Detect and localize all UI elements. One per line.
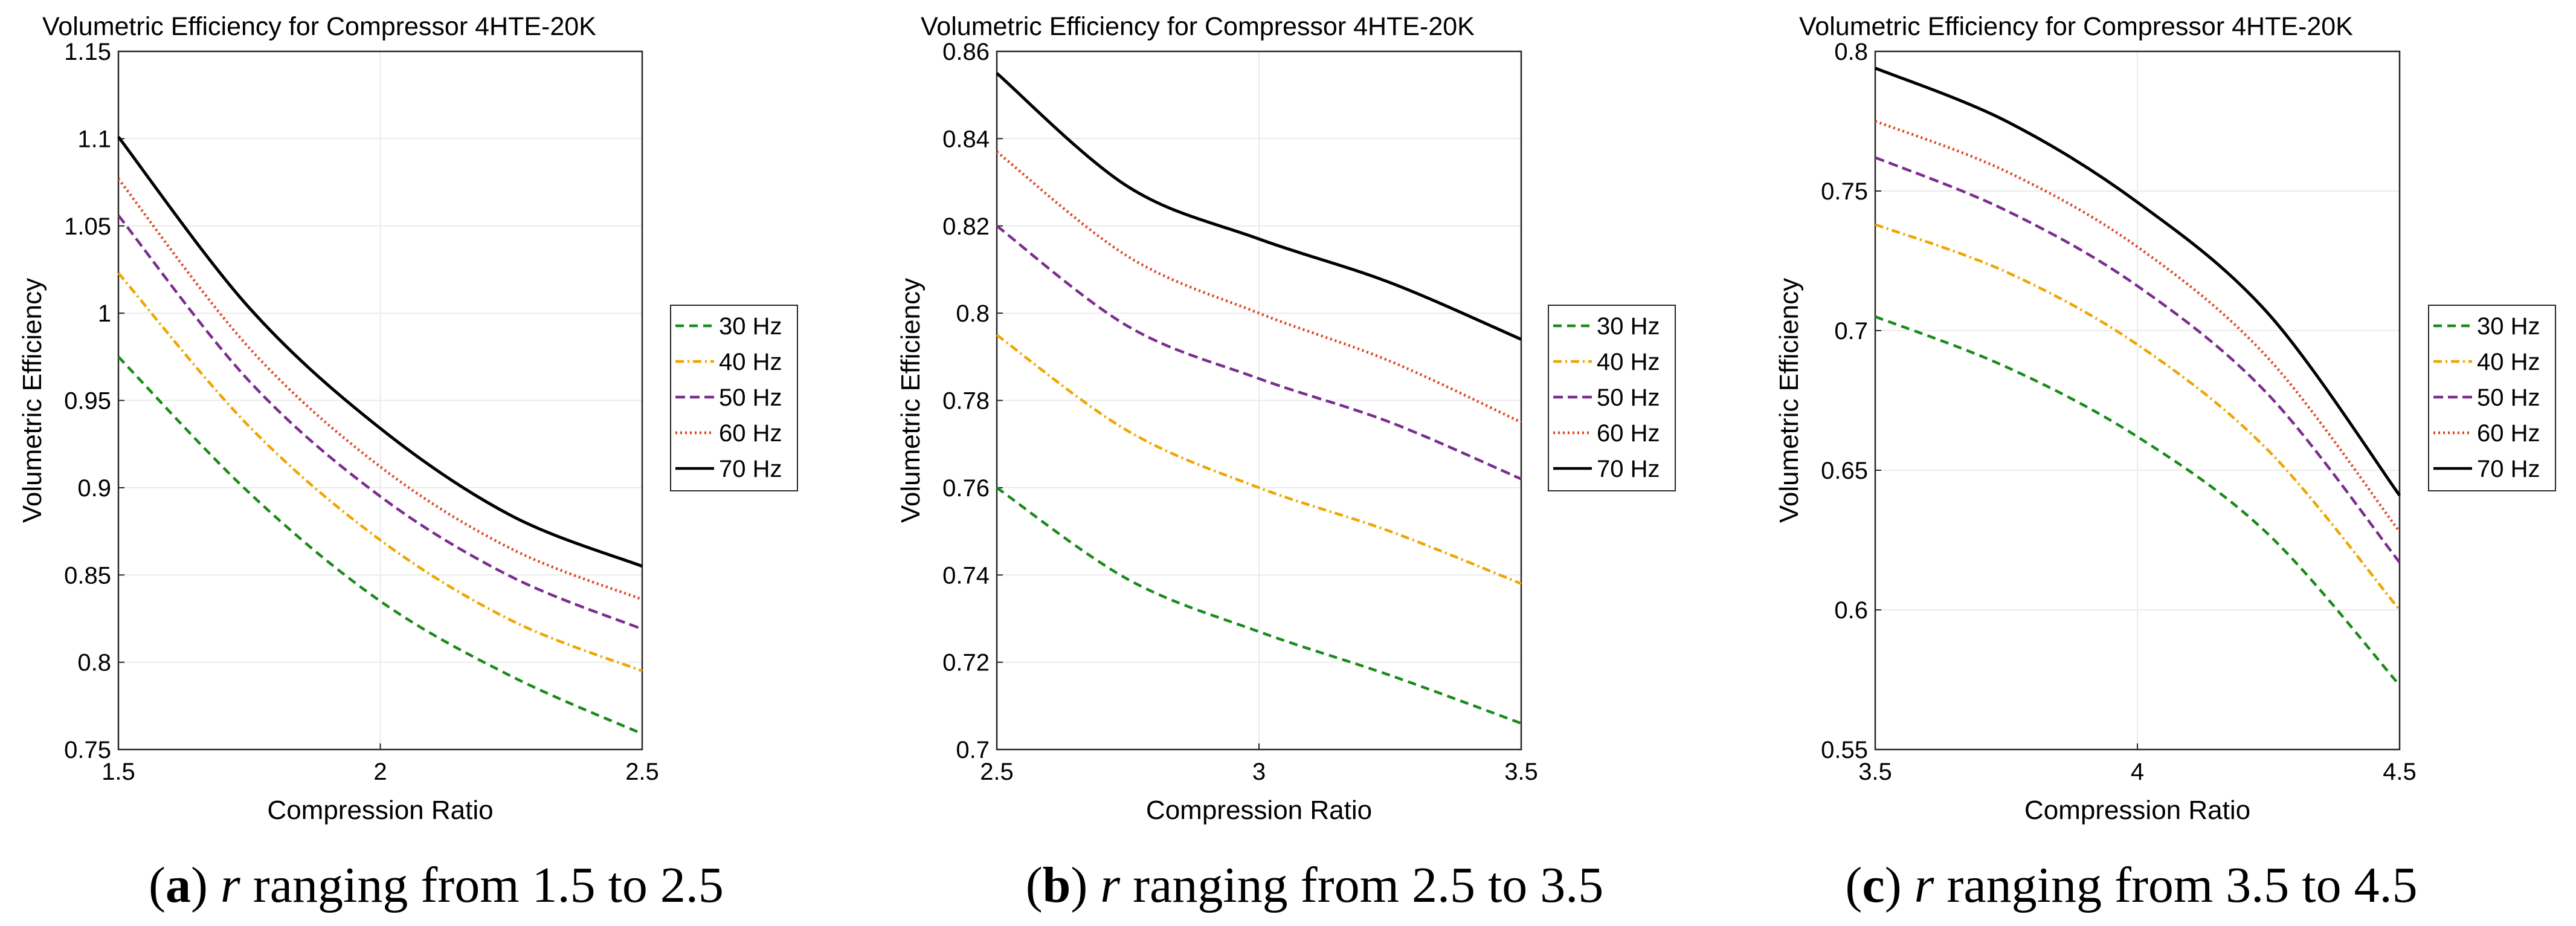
series-line-70-hz <box>996 72 1522 341</box>
y-tick-label: 0.8 <box>956 300 990 327</box>
legend: 30 Hz 40 Hz 50 Hz 60 Hz 70 Hz <box>2428 305 2556 491</box>
y-tick-label: 0.9 <box>77 475 111 502</box>
y-tick-label: 0.72 <box>942 650 990 676</box>
series-line-30-hz <box>117 355 643 736</box>
x-axis-label: Compression Ratio <box>2024 795 2250 825</box>
series-line-50-hz <box>117 215 643 630</box>
y-tick-label: 1 <box>98 300 111 327</box>
series-line-50-hz <box>1875 156 2401 563</box>
legend-label: 40 Hz <box>719 349 782 375</box>
y-tick-label: 0.82 <box>942 213 990 240</box>
x-tick-label: 3.5 <box>1504 759 1538 785</box>
series-line-40-hz <box>1875 223 2401 611</box>
series-line-60-hz <box>117 178 643 601</box>
y-tick-label: 0.78 <box>942 388 990 415</box>
legend-label: 30 Hz <box>719 313 782 340</box>
legend-label: 60 Hz <box>719 420 782 447</box>
chart-panel-2: 2.5 3 3.5 0.7 0.72 0.74 0.76 0.78 0.8 0.82 0.84 0.8… <box>896 12 1676 825</box>
y-tick-label: 0.8 <box>1834 39 1868 65</box>
legend: 30 Hz 40 Hz 50 Hz 60 Hz 70 Hz <box>670 305 798 491</box>
legend-label: 40 Hz <box>1597 349 1660 375</box>
x-tick-label: 3 <box>1252 759 1266 785</box>
legend-label: 60 Hz <box>1597 420 1660 447</box>
legend-label: 40 Hz <box>2477 349 2540 375</box>
y-tick-label: 0.95 <box>64 388 111 415</box>
chart-title: Volumetric Efficiency for Compressor 4HT… <box>1799 12 2353 41</box>
legend-label: 30 Hz <box>2477 313 2540 340</box>
y-tick-label: 0.8 <box>77 650 111 676</box>
y-tick-label: 0.6 <box>1834 597 1868 624</box>
x-tick-label: 2 <box>373 759 387 785</box>
chart-title: Volumetric Efficiency for Compressor 4HT… <box>42 12 596 41</box>
x-tick-label: 1.5 <box>101 759 135 785</box>
x-tick-label: 4 <box>2131 759 2144 785</box>
y-tick-label: 1.15 <box>64 39 111 65</box>
series-line-40-hz <box>996 334 1522 585</box>
y-tick-label: 0.75 <box>1821 178 1868 205</box>
legend-label: 70 Hz <box>1597 456 1660 482</box>
y-tick-label: 1.05 <box>64 213 111 240</box>
legend: 30 Hz 40 Hz 50 Hz 60 Hz 70 Hz <box>1548 305 1676 491</box>
series-line-30-hz <box>996 487 1522 725</box>
legend-label: 60 Hz <box>2477 420 2540 447</box>
y-tick-label: 1.1 <box>77 126 111 152</box>
y-tick-label: 0.55 <box>1821 737 1868 763</box>
y-tick-label: 0.76 <box>942 475 990 502</box>
legend-label: 50 Hz <box>1597 384 1660 411</box>
y-axis-label: Volumetric Efficiency <box>18 278 47 523</box>
chart-panels: 1.5 2 2.50.750.80.850.90.9511.051.11.15Vol… <box>18 12 2556 825</box>
series-line-70-hz <box>1875 66 2401 497</box>
series-line-60-hz <box>996 151 1522 424</box>
legend-label: 50 Hz <box>2477 384 2540 411</box>
x-tick-label: 2.5 <box>980 759 1014 785</box>
y-tick-label: 0.75 <box>64 737 111 763</box>
series-line-60-hz <box>1875 120 2401 533</box>
caption-c: (c) r ranging from 3.5 to 4.5 <box>1845 857 2417 913</box>
y-axis-label: Volumetric Efficiency <box>1774 278 1804 523</box>
legend-label: 30 Hz <box>1597 313 1660 340</box>
y-tick-label: 0.7 <box>956 737 990 763</box>
y-tick-label: 0.74 <box>942 562 990 589</box>
series-line-30-hz <box>1875 315 2401 687</box>
x-tick-label: 3.5 <box>1858 759 1892 785</box>
caption-a: (a) r ranging from 1.5 to 2.5 <box>149 857 724 913</box>
chart-panel-1: 1.5 2 2.50.750.80.850.90.9511.051.11.15Vol… <box>18 12 798 825</box>
figure-captions: (a) r ranging from 1.5 to 2.5 (b) r rangi… <box>149 857 2418 913</box>
caption-b: (b) r ranging from 2.5 to 3.5 <box>1026 857 1604 913</box>
x-axis-label: Compression Ratio <box>1146 795 1372 825</box>
legend-label: 70 Hz <box>719 456 782 482</box>
series-line-70-hz <box>117 135 643 568</box>
y-axis-label: Volumetric Efficiency <box>896 278 926 523</box>
x-tick-label: 2.5 <box>625 759 659 785</box>
y-tick-label: 0.84 <box>942 126 990 152</box>
x-axis-label: Compression Ratio <box>267 795 493 825</box>
legend-label: 70 Hz <box>2477 456 2540 482</box>
y-tick-label: 0.65 <box>1821 458 1868 484</box>
series-line-50-hz <box>996 224 1522 481</box>
y-tick-label: 0.86 <box>942 39 990 65</box>
chart-title: Volumetric Efficiency for Compressor 4HT… <box>921 12 1475 41</box>
y-tick-label: 0.7 <box>1834 318 1868 345</box>
y-tick-label: 0.85 <box>64 562 111 589</box>
legend-label: 50 Hz <box>719 384 782 411</box>
x-tick-label: 4.5 <box>2383 759 2417 785</box>
